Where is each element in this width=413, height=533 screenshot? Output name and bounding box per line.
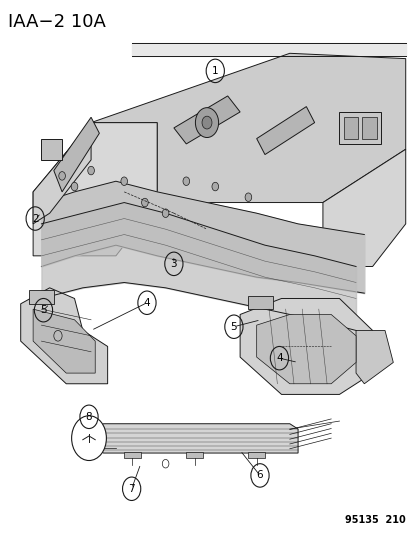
Polygon shape bbox=[54, 117, 99, 192]
FancyBboxPatch shape bbox=[339, 112, 380, 144]
FancyBboxPatch shape bbox=[124, 452, 140, 458]
Circle shape bbox=[244, 193, 251, 201]
Text: 8: 8 bbox=[85, 412, 92, 422]
Circle shape bbox=[202, 116, 211, 129]
FancyBboxPatch shape bbox=[186, 452, 202, 458]
Text: 2: 2 bbox=[32, 214, 38, 223]
Circle shape bbox=[71, 182, 78, 191]
FancyBboxPatch shape bbox=[248, 296, 273, 309]
Text: 95135  210: 95135 210 bbox=[344, 515, 405, 525]
Text: 5: 5 bbox=[40, 305, 47, 315]
Polygon shape bbox=[33, 309, 95, 373]
Circle shape bbox=[88, 166, 94, 175]
Polygon shape bbox=[33, 123, 157, 256]
Text: 4: 4 bbox=[143, 298, 150, 308]
Polygon shape bbox=[240, 298, 372, 394]
FancyBboxPatch shape bbox=[343, 117, 357, 139]
Text: 4: 4 bbox=[275, 353, 282, 363]
Circle shape bbox=[195, 108, 218, 138]
Text: IAA−2 10A: IAA−2 10A bbox=[8, 13, 106, 31]
Circle shape bbox=[162, 209, 169, 217]
Text: 5: 5 bbox=[230, 322, 237, 332]
Polygon shape bbox=[322, 149, 405, 266]
Polygon shape bbox=[33, 123, 91, 224]
FancyBboxPatch shape bbox=[248, 452, 264, 458]
Polygon shape bbox=[21, 288, 107, 384]
Text: 1: 1 bbox=[211, 66, 218, 76]
Circle shape bbox=[121, 177, 127, 185]
Polygon shape bbox=[173, 96, 240, 144]
Text: 7: 7 bbox=[128, 484, 135, 494]
Polygon shape bbox=[91, 53, 405, 203]
FancyBboxPatch shape bbox=[41, 139, 62, 160]
Polygon shape bbox=[95, 424, 297, 453]
Polygon shape bbox=[256, 107, 314, 155]
Polygon shape bbox=[132, 43, 405, 56]
Text: 6: 6 bbox=[256, 471, 263, 480]
FancyBboxPatch shape bbox=[361, 117, 376, 139]
Circle shape bbox=[183, 177, 189, 185]
Polygon shape bbox=[355, 330, 392, 384]
Circle shape bbox=[59, 172, 65, 180]
Circle shape bbox=[211, 182, 218, 191]
Polygon shape bbox=[256, 314, 355, 384]
FancyBboxPatch shape bbox=[29, 290, 54, 304]
Text: 3: 3 bbox=[170, 259, 177, 269]
Circle shape bbox=[71, 416, 106, 461]
Circle shape bbox=[141, 198, 148, 207]
